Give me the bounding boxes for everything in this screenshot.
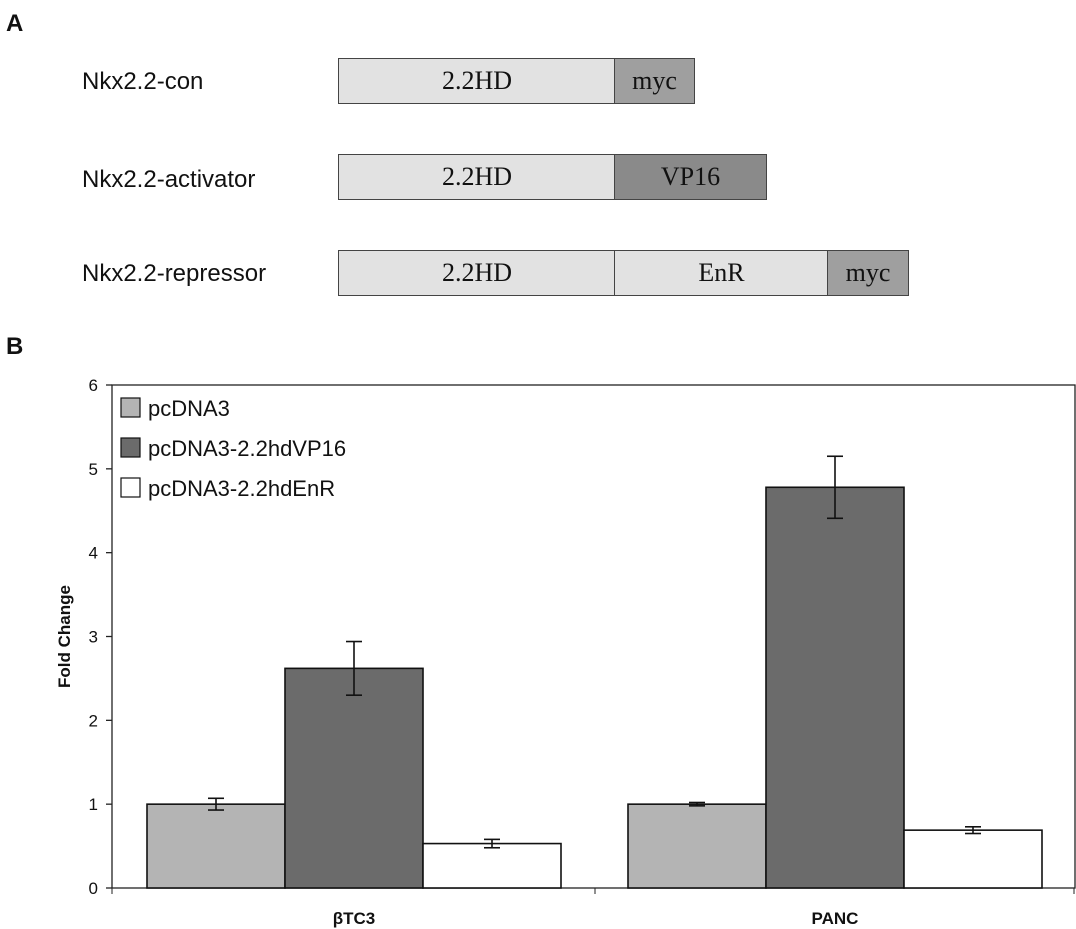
legend-swatch-2 xyxy=(120,477,141,498)
legend-swatch-0 xyxy=(120,397,141,418)
bar-2-1 xyxy=(903,829,1043,889)
y-tick-label: 4 xyxy=(89,544,98,563)
x-category-label: βTC3 xyxy=(333,909,376,928)
panel-b-label: B xyxy=(6,333,24,360)
bar-2-0 xyxy=(422,842,562,889)
construct-activator-vp16-segment: VP16 xyxy=(614,154,767,200)
y-tick-label: 3 xyxy=(89,628,98,647)
y-tick-label: 1 xyxy=(89,795,98,814)
y-tick-label: 2 xyxy=(89,711,98,730)
y-axis-label: Fold Change xyxy=(55,585,74,688)
bar-0-1 xyxy=(627,803,767,889)
y-tick-label: 5 xyxy=(89,460,98,479)
construct-label-activator: Nkx2.2-activator xyxy=(82,166,256,193)
construct-con-hd-segment: 2.2HD xyxy=(338,58,616,104)
legend-label-2: pcDNA3-2.2hdEnR xyxy=(148,476,335,501)
construct-activator-hd-segment: 2.2HD xyxy=(338,154,616,200)
construct-repressor-hd-segment: 2.2HD xyxy=(338,250,616,296)
x-category-label: PANC xyxy=(812,909,859,928)
construct-repressor-enr-segment: EnR xyxy=(614,250,829,296)
construct-label-repressor: Nkx2.2-repressor xyxy=(82,260,267,287)
bar-1-0 xyxy=(284,667,424,889)
legend-swatch-1 xyxy=(120,437,141,458)
bar-0-0 xyxy=(146,803,286,889)
panel-a-label: A xyxy=(6,10,24,37)
construct-repressor-myc-segment: myc xyxy=(827,250,909,296)
bar-1-1 xyxy=(765,486,905,889)
legend-label-0: pcDNA3 xyxy=(148,396,230,421)
y-tick-label: 6 xyxy=(89,376,98,395)
construct-con-myc-segment: myc xyxy=(614,58,695,104)
legend-label-1: pcDNA3-2.2hdVP16 xyxy=(148,436,346,461)
y-tick-label: 0 xyxy=(89,879,98,898)
construct-label-con: Nkx2.2-con xyxy=(82,68,204,95)
